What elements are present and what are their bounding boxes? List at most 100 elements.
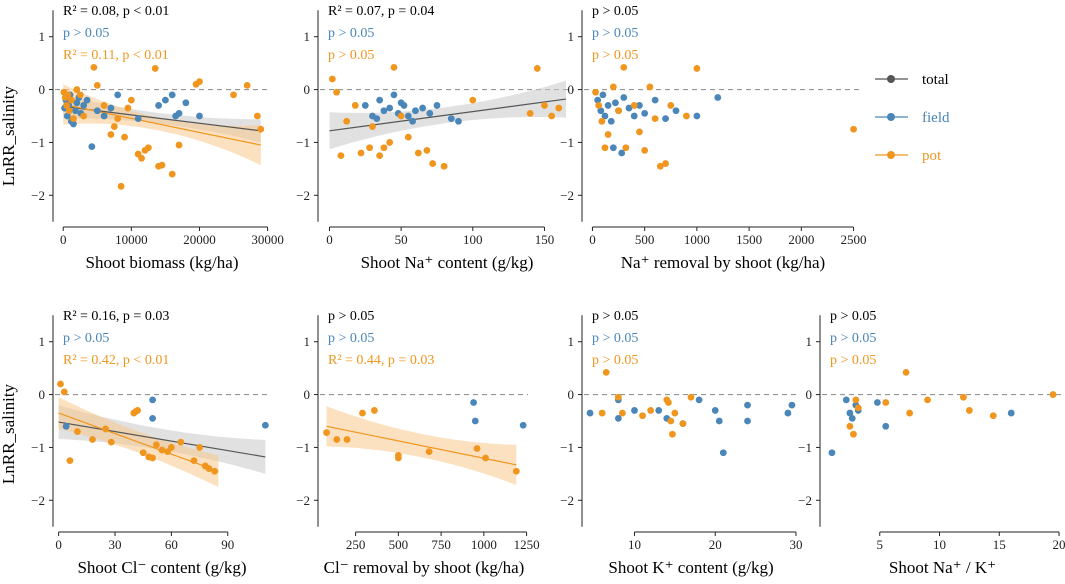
x-tick-label: 5 [877,537,884,552]
x-tick-label: 0 [326,232,333,247]
point-pot [548,112,556,120]
annotation-field: p > 0.05 [830,331,876,346]
regression-line-total [58,421,266,458]
point-field [672,107,680,115]
panel-3: −2 −1 0 1 0 500 1000 1500 2000 2500 Na⁺ removal by… [560,4,866,272]
point-field [594,96,602,104]
x-tick-label: 2000 [788,232,814,247]
x-tick-label: 100 [463,232,483,247]
point-pot [205,465,213,472]
point-pot [134,407,141,414]
y-axis-title: LnRR_salinity [0,85,18,186]
x-tick-label: 0 [60,232,67,247]
point-field [625,104,633,112]
point-pot [664,399,672,406]
point-pot [102,425,110,433]
point-pot [73,86,81,93]
point-pot [253,112,261,120]
x-tick-label: 15 [993,537,1006,552]
y-tick-label: −1 [31,440,45,455]
y-tick-label: 1 [39,29,46,44]
point-field [168,91,176,99]
x-tick-label: 750 [431,537,451,552]
annotation-field: p > 0.05 [328,26,374,41]
x-tick-label: 500 [389,537,409,552]
point-pot [190,457,198,465]
y-axis-title-top: LnRR_salinity [0,85,18,186]
point-pot [846,422,854,430]
point-pot [351,102,359,109]
point-field [470,399,477,406]
y-tick-label: 1 [39,334,46,349]
point-pot [906,409,914,417]
point-pot [138,154,145,162]
point-pot [90,63,98,71]
point-field [83,96,91,104]
legend-dot-pot [887,151,895,159]
point-field [719,449,727,457]
point-pot [598,409,606,417]
annotation-field: p > 0.05 [63,331,109,346]
point-pot [110,123,118,130]
x-tick-label: 30000 [251,232,284,247]
point-pot [614,393,622,401]
point-pot [423,146,431,154]
point-field [715,417,723,425]
point-field [175,109,183,117]
point-pot [196,444,203,451]
x-tick-label: 30 [789,537,802,552]
point-pot [57,380,64,388]
point-pot [124,104,132,112]
point-field [73,99,81,107]
point-pot [328,75,336,83]
point-pot [425,448,433,456]
panel-6: −2 −1 0 1 10 20 30 Shoot K⁺ content (g/kg) p > 0… [560,309,802,577]
x-tick-label: 150 [535,232,555,247]
y-tick-label: −1 [296,135,310,150]
point-pot [850,125,857,133]
point-pot [669,430,676,438]
point-pot [639,412,646,420]
point-pot [662,160,669,167]
point-pot [850,430,857,438]
x-axis-title: Shoot Cl⁻ content (g/kg) [77,558,246,577]
point-field [636,102,643,109]
point-field [744,417,751,425]
point-pot [158,161,166,169]
x-tick-label: 500 [635,232,655,247]
point-pot [127,96,135,104]
point-field [620,94,628,101]
y-axis-title-bottom: LnRR_salinity [0,383,18,484]
point-pot [902,368,910,376]
point-pot [693,65,701,72]
point-pot [882,399,890,406]
point-field [744,401,751,409]
point-field [662,115,669,123]
point-pot [646,83,654,91]
point-pot [65,107,73,115]
point-field [196,112,203,120]
point-pot [167,444,175,451]
x-tick-label: 250 [346,537,366,552]
y-tick-label: −2 [798,493,812,508]
point-field [612,99,619,107]
annotation-pot: p > 0.05 [592,353,638,368]
point-pot [67,96,75,104]
legend-dot-total [887,75,895,83]
point-field [882,422,890,430]
point-pot [924,396,931,404]
legend-item-total: total [875,72,949,88]
point-field [873,399,881,406]
point-field [72,107,79,115]
point-pot [620,63,628,71]
point-pot [615,107,622,115]
x-tick-label: 60 [165,537,178,552]
x-tick-label: 90 [221,537,234,552]
point-pot [602,368,610,376]
annotation-pot: p > 0.05 [328,48,374,63]
point-pot [121,133,128,141]
point-field [711,407,719,414]
